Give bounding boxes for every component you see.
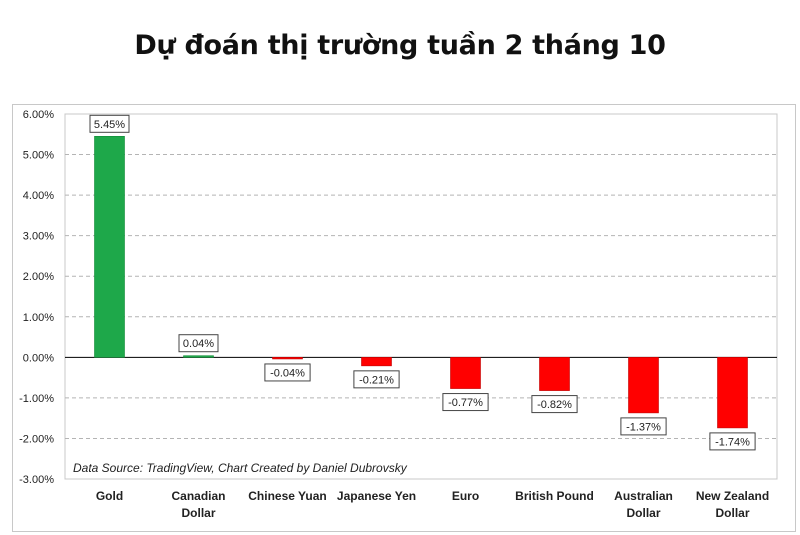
data-label: -0.82% bbox=[537, 399, 572, 411]
bar bbox=[272, 357, 303, 360]
page-title: Dự đoán thị trường tuần 2 tháng 10 bbox=[134, 30, 666, 61]
y-tick-label: 6.00% bbox=[23, 109, 54, 121]
x-tick-label: Japanese Yen bbox=[337, 489, 416, 503]
bar bbox=[94, 136, 125, 358]
data-label: -1.74% bbox=[715, 436, 750, 448]
data-label-box bbox=[89, 114, 130, 133]
data-label-box bbox=[620, 417, 667, 436]
data-label-box bbox=[178, 334, 219, 353]
x-tick-label: Australian bbox=[614, 489, 673, 503]
x-tick-label: New Zealand bbox=[696, 489, 769, 503]
plot-area bbox=[64, 113, 778, 480]
data-label-box bbox=[531, 395, 578, 414]
y-tick-label: 0.00% bbox=[23, 352, 54, 364]
x-tick-label: Canadian bbox=[171, 489, 225, 503]
y-tick-label: 3.00% bbox=[23, 231, 54, 243]
data-label: -1.37% bbox=[626, 421, 661, 433]
bar bbox=[628, 357, 659, 414]
x-tick-label: Chinese Yuan bbox=[248, 489, 326, 503]
chart-frame bbox=[12, 104, 796, 532]
y-tick-label: 1.00% bbox=[23, 312, 54, 324]
x-tick-label: Dollar bbox=[626, 506, 660, 520]
y-tick-label: -2.00% bbox=[19, 433, 54, 445]
x-tick-label: British Pound bbox=[515, 489, 594, 503]
data-label: -0.04% bbox=[270, 367, 305, 379]
data-label: 0.04% bbox=[183, 338, 214, 350]
bar bbox=[717, 357, 748, 429]
data-label-box bbox=[353, 370, 400, 389]
x-tick-label: Dollar bbox=[715, 506, 749, 520]
data-label: -0.21% bbox=[359, 374, 394, 386]
y-tick-label: -3.00% bbox=[19, 474, 54, 486]
data-label-box bbox=[709, 432, 756, 451]
y-tick-label: -1.00% bbox=[19, 393, 54, 405]
x-tick-label: Gold bbox=[96, 489, 123, 503]
x-tick-label: Dollar bbox=[181, 506, 215, 520]
data-label-box bbox=[442, 393, 489, 412]
bar bbox=[361, 357, 392, 367]
data-label: -0.77% bbox=[448, 397, 483, 409]
y-tick-label: 2.00% bbox=[23, 271, 54, 283]
source-annotation: Data Source: TradingView, Chart Created … bbox=[73, 461, 408, 475]
bar bbox=[539, 357, 570, 391]
data-label: 5.45% bbox=[94, 119, 125, 131]
y-tick-label: 5.00% bbox=[23, 150, 54, 162]
x-tick-label: Euro bbox=[452, 489, 479, 503]
bar bbox=[450, 357, 481, 389]
y-tick-label: 4.00% bbox=[23, 190, 54, 202]
bar bbox=[183, 355, 214, 358]
data-label-box bbox=[264, 363, 311, 382]
